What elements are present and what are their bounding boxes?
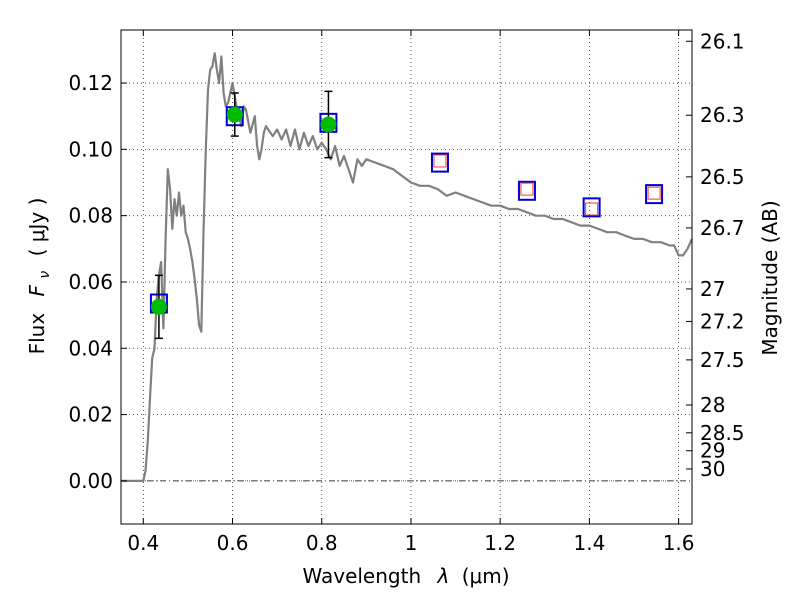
x-tick-label: 0.8: [306, 531, 338, 555]
x-tick-label: 0.4: [127, 531, 159, 555]
x-axis-label-unit: (μm): [462, 564, 510, 588]
y-axis-label: Flux F ν ( μJy ): [25, 198, 54, 355]
model-band-box-blue: [517, 180, 536, 201]
x-axis-label-text: Wavelength: [302, 564, 421, 588]
y-tick-label: 0.06: [68, 270, 113, 294]
model-band-box-red: [585, 202, 599, 216]
right-tick-label: 30: [700, 457, 725, 481]
x-tick-label: 1: [405, 531, 418, 555]
x-axis-label-symbol: λ: [437, 564, 450, 588]
model-band-box-red: [647, 186, 661, 200]
y-axis-label-text: Flux: [25, 313, 49, 355]
marker-layer: [149, 90, 664, 340]
photometry-point: [150, 298, 167, 315]
right-tick-label: 29: [700, 439, 725, 463]
y-tick-label: 0.04: [68, 336, 113, 360]
right-tick-label: 27.2: [700, 309, 745, 333]
model-band-box-blue: [582, 197, 601, 218]
model-spectrum-layer: [121, 52, 694, 482]
model-spectrum-line: [121, 52, 694, 482]
right-tick-label: 26.5: [700, 165, 745, 189]
photometry-point: [226, 106, 243, 123]
y-axis-label-subscript: ν: [37, 271, 53, 279]
right-tick-label: 27.5: [700, 348, 745, 372]
right-tick-label: 28: [700, 393, 725, 417]
x-tick-label: 1.4: [573, 531, 605, 555]
right-tick-label: 28.5: [700, 421, 745, 445]
x-tick-label: 1.6: [663, 531, 695, 555]
y-tick-label: 0.00: [68, 469, 113, 493]
right-axis-label: Magnitude (AB): [758, 200, 782, 355]
y-axis-label-unit: ( μJy ): [25, 198, 49, 257]
model-band-box-blue: [645, 184, 664, 205]
y-tick-label: 0.08: [68, 204, 113, 228]
y-tick-label: 0.02: [68, 403, 113, 427]
right-tick-label: 27: [700, 277, 725, 301]
right-tick-label: 26.7: [700, 216, 745, 240]
y-tick-label: 0.10: [68, 137, 113, 161]
x-tick-label: 1.2: [484, 531, 516, 555]
right-tick-label: 26.3: [700, 103, 745, 127]
model-band-box-red: [520, 182, 534, 196]
x-tick-label: 0.6: [217, 531, 249, 555]
right-tick-label: 26.1: [700, 29, 745, 53]
y-axis-label-symbol: F: [25, 284, 49, 296]
model-band-box-blue: [430, 152, 449, 173]
y-axis-ticks: 0.00 0.02 0.04 0.06 0.08 0.10 0.12: [68, 71, 127, 493]
model-band-box-red: [433, 154, 447, 168]
plot-frame: [120, 29, 693, 525]
y-tick-label: 0.12: [68, 71, 113, 95]
photometry-point: [320, 116, 337, 133]
x-axis-ticks: 0.4 0.6 0.8 1 1.2 1.4 1.6: [127, 30, 695, 555]
x-axis-label: Wavelength λ (μm): [302, 564, 509, 588]
